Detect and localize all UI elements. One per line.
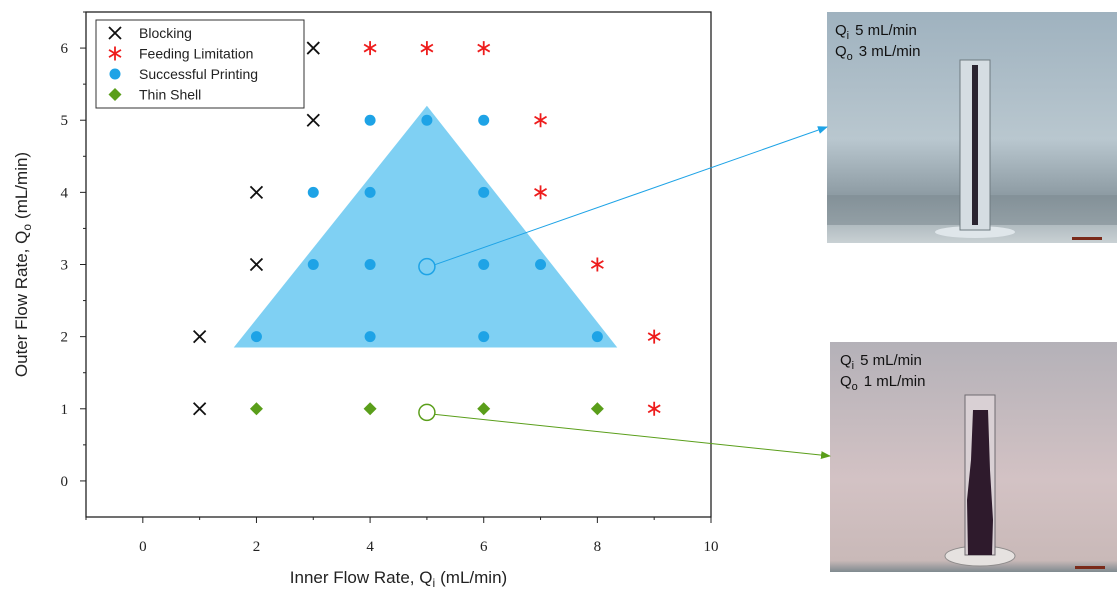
success-region [233,105,618,348]
y-tick-label: 6 [61,41,69,57]
marker-asterisk [108,46,122,61]
marker-circle [364,186,376,198]
marker-x [306,41,320,55]
y-tick-label: 3 [61,258,69,274]
x-axis-label-main: Inner Flow Rate, Q [290,568,433,587]
marker-circle [478,331,490,343]
y-axis-label-unit: (mL/min) [12,152,31,219]
y-tick-label: 2 [61,330,69,346]
marker-x [108,26,122,40]
legend-label: Feeding Limitation [139,46,253,62]
x-axis-label-unit: (mL/min) [440,568,507,587]
x-axis-label: Inner Flow Rate, Qi (mL/min) [290,568,507,590]
marker-diamond [363,402,377,416]
marker-x [306,113,320,127]
x-tick-label: 4 [366,539,374,555]
photo-core [967,410,993,555]
marker-circle [421,114,433,126]
marker-asterisk [477,41,491,56]
photo-base [935,226,1015,238]
x-tick-label: 2 [253,539,261,555]
marker-circle [478,186,490,198]
inset-line: Qo 1 mL/min [840,373,925,393]
marker-circle [364,114,376,126]
marker-asterisk [420,41,434,56]
legend-label: Thin Shell [139,87,201,103]
marker-circle [535,259,547,270]
inset-line: Qi 5 mL/min [840,352,922,372]
plot: 0 2 4 6 8 10 0 1 2 3 4 5 6 Inner Flow Rate, Qi (mL/min… [12,11,719,590]
photo-core [972,65,978,225]
marker-x [249,257,264,272]
marker-diamond [108,88,122,101]
arrow [434,413,831,460]
scale-bar [1075,566,1105,569]
scale-bar [1072,237,1102,240]
inset-line: Qi 5 mL/min [835,22,917,42]
y-axis-label-main: Outer Flow Rate, Q [12,231,31,377]
marker-asterisk [534,113,548,128]
legend-label: Successful Printing [139,66,258,82]
marker-x [192,330,207,344]
arrow [434,126,828,266]
x-tick-label: 10 [704,539,719,555]
marker-diamond [477,402,491,416]
y-tick-label: 4 [61,185,69,201]
marker-asterisk [647,401,661,416]
x-tick-label: 6 [480,539,488,555]
marker-asterisk [363,41,377,56]
y-axis-label: Outer Flow Rate, Qo (mL/min) [12,152,34,377]
marker-circle [478,114,490,126]
marker-circle [307,186,319,198]
highlight-ring [418,403,436,422]
x-tick-label: 8 [594,539,602,555]
highlight-ring [418,257,436,276]
marker-asterisk [647,329,661,344]
marker-x [249,185,264,199]
marker-circle [364,259,376,270]
marker-circle [307,259,319,270]
photo-inset: Qi 5 mL/min Qo 3 mL/min [827,12,1117,243]
photo-inset: Qi 5 mL/min Qo 1 mL/min [830,342,1117,572]
x-tick-label: 0 [139,539,147,555]
marker-x [192,402,207,416]
y-tick-label: 0 [61,474,69,490]
y-tick-label: 1 [61,402,69,418]
marker-diamond [590,402,604,416]
marker-asterisk [534,185,548,200]
y-tick-label: 5 [61,113,69,129]
marker-circle [250,331,262,343]
marker-circle [478,259,490,270]
legend-box [95,19,305,109]
marker-diamond [249,402,263,416]
y-axis-label-sub: o [20,224,34,231]
marker-circle [591,331,603,343]
marker-circle [109,68,121,80]
marker-circle [364,331,376,343]
inset-line: Qo 3 mL/min [835,43,920,63]
marker-asterisk [590,257,604,272]
x-axis-label-sub: i [432,576,435,590]
legend-label: Blocking [139,25,192,41]
